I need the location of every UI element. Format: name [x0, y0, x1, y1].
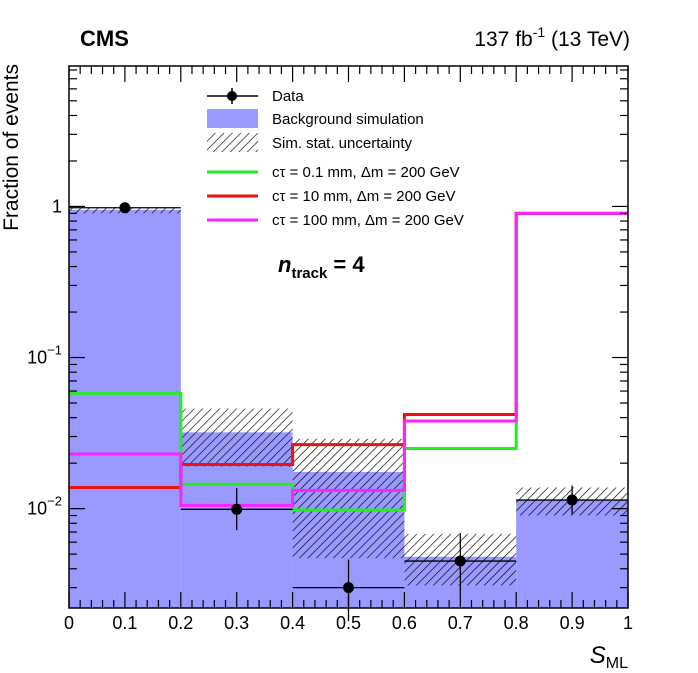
legend-label-signal-0p1mm: cτ = 0.1 mm, Δm = 200 GeV: [272, 164, 460, 181]
data-point: [343, 582, 354, 594]
data-point: [231, 503, 243, 515]
data-point: [119, 202, 131, 214]
legend-label-data: Data: [272, 88, 304, 105]
y-tick-label: 1: [52, 196, 62, 216]
legend-label-signal-100mm: cτ = 100 mm, Δm = 200 GeV: [272, 212, 464, 229]
legend: Data Background simulation Sim. stat. un…: [207, 88, 464, 229]
y-tick-label: 10−2: [27, 494, 62, 519]
legend-entry-stat-uncertainty: Sim. stat. uncertainty: [207, 133, 413, 152]
x-tick-label: 0.5: [336, 613, 361, 633]
x-axis-title: SML: [590, 642, 628, 672]
x-tick-label: 0.6: [392, 613, 417, 633]
y-axis-ticks: 1 10−1 10−2: [27, 69, 628, 589]
x-tick-label: 0.8: [504, 613, 529, 633]
y-tick-label: 10−1: [27, 343, 62, 368]
legend-swatch-hatch: [207, 133, 258, 152]
background-bar: [69, 209, 181, 608]
legend-entry-signal-10mm: cτ = 10 mm, Δm = 200 GeV: [207, 188, 456, 205]
x-tick-label: 0: [64, 613, 74, 633]
x-tick-label: 0.7: [448, 613, 473, 633]
experiment-label: CMS: [80, 26, 129, 51]
background-bar: [516, 499, 628, 608]
x-tick-label: 0.9: [560, 613, 585, 633]
stat-uncertainty-band: [292, 438, 405, 559]
ntrack-annotation: ntrack = 4: [278, 252, 365, 282]
data-point: [566, 494, 578, 506]
x-tick-label: 1: [623, 613, 633, 633]
stat-uncertainty-band: [180, 408, 293, 467]
legend-label-background: Background simulation: [272, 111, 424, 128]
legend-entry-signal-0p1mm: cτ = 0.1 mm, Δm = 200 GeV: [207, 164, 460, 181]
legend-entry-signal-100mm: cτ = 100 mm, Δm = 200 GeV: [207, 212, 464, 229]
data-point: [454, 555, 466, 567]
data-points: [69, 202, 628, 622]
legend-marker-data: [227, 91, 237, 101]
y-axis-title: Fraction of events: [0, 64, 23, 231]
x-tick-label: 0.1: [112, 613, 137, 633]
signal-line-2: [69, 211, 628, 507]
x-axis-ticks: 0 0.1 0.2 0.3 0.4 0.5 0.6 0.7 0.8 0.9 1: [64, 66, 633, 633]
legend-swatch-background: [207, 109, 258, 128]
legend-label-signal-10mm: cτ = 10 mm, Δm = 200 GeV: [272, 188, 456, 205]
signal-histograms: [69, 211, 628, 512]
luminosity-label: 137 fb-1 (13 TeV): [474, 24, 630, 51]
legend-label-stat-uncertainty: Sim. stat. uncertainty: [272, 135, 413, 152]
legend-entry-background: Background simulation: [207, 109, 424, 128]
x-tick-label: 0.2: [168, 613, 193, 633]
legend-entry-data: Data: [207, 88, 304, 105]
x-tick-label: 0.3: [224, 613, 249, 633]
x-tick-label: 0.4: [280, 613, 305, 633]
